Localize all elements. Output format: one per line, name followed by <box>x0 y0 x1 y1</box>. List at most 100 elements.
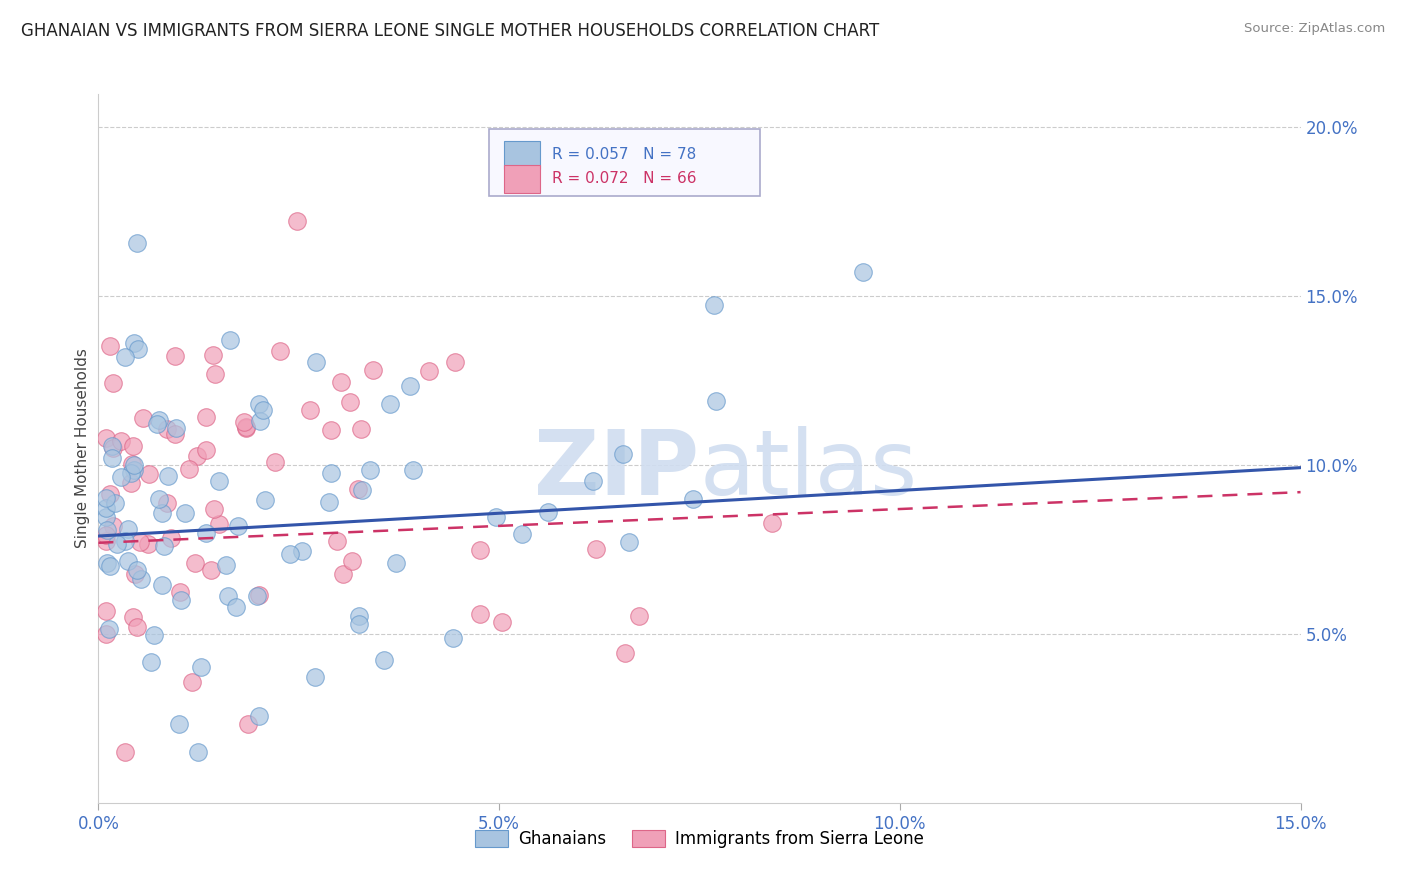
Ghanaians <box>278 548 301 562</box>
Immigrants from Sierra Leone <box>247 588 270 602</box>
Immigrants from Sierra Leone <box>235 420 257 434</box>
Ghanaians <box>373 653 395 667</box>
Immigrants from Sierra Leone <box>194 410 217 425</box>
Ghanaians <box>129 572 152 586</box>
Immigrants from Sierra Leone <box>125 620 148 634</box>
Ghanaians <box>612 446 634 460</box>
Immigrants from Sierra Leone <box>163 426 186 441</box>
Immigrants from Sierra Leone <box>613 646 636 660</box>
Immigrants from Sierra Leone <box>585 542 607 557</box>
Ghanaians <box>208 474 231 488</box>
Ghanaians <box>217 589 239 603</box>
Ghanaians <box>682 491 704 506</box>
Ghanaians <box>105 537 128 551</box>
Ghanaians <box>402 463 425 477</box>
Ghanaians <box>170 592 193 607</box>
Ghanaians <box>359 463 381 477</box>
FancyBboxPatch shape <box>503 141 540 169</box>
Ghanaians <box>385 557 408 571</box>
Ghanaians <box>350 483 373 497</box>
Ghanaians <box>187 745 209 759</box>
Immigrants from Sierra Leone <box>342 554 364 568</box>
Ghanaians <box>225 600 247 615</box>
Ghanaians <box>141 655 163 669</box>
Immigrants from Sierra Leone <box>339 395 361 409</box>
Immigrants from Sierra Leone <box>98 339 121 353</box>
Immigrants from Sierra Leone <box>325 533 347 548</box>
Immigrants from Sierra Leone <box>114 745 136 759</box>
Ghanaians <box>254 492 277 507</box>
Ghanaians <box>398 378 420 392</box>
Ghanaians <box>150 506 173 520</box>
Immigrants from Sierra Leone <box>169 585 191 599</box>
Ghanaians <box>378 397 401 411</box>
Ghanaians <box>582 474 605 488</box>
Ghanaians <box>249 414 271 428</box>
Immigrants from Sierra Leone <box>96 528 118 542</box>
Immigrants from Sierra Leone <box>98 487 121 501</box>
Immigrants from Sierra Leone <box>96 604 118 618</box>
Ghanaians <box>165 421 187 435</box>
Ghanaians <box>246 590 269 604</box>
Immigrants from Sierra Leone <box>121 610 143 624</box>
Text: R = 0.057   N = 78: R = 0.057 N = 78 <box>551 147 696 162</box>
Ghanaians <box>96 509 118 524</box>
Ghanaians <box>122 335 145 350</box>
Ghanaians <box>852 265 875 279</box>
Immigrants from Sierra Leone <box>136 537 159 551</box>
Immigrants from Sierra Leone <box>235 420 257 434</box>
Immigrants from Sierra Leone <box>491 615 513 630</box>
Ghanaians <box>319 467 342 481</box>
Immigrants from Sierra Leone <box>349 422 371 436</box>
Ghanaians <box>226 519 249 533</box>
Ghanaians <box>96 491 118 506</box>
Immigrants from Sierra Leone <box>332 567 354 582</box>
Immigrants from Sierra Leone <box>96 627 118 641</box>
Immigrants from Sierra Leone <box>160 531 183 545</box>
Immigrants from Sierra Leone <box>269 343 291 358</box>
Immigrants from Sierra Leone <box>121 439 143 453</box>
Ghanaians <box>190 660 212 674</box>
Immigrants from Sierra Leone <box>202 348 225 362</box>
Immigrants from Sierra Leone <box>96 431 118 445</box>
Ghanaians <box>117 522 139 536</box>
Immigrants from Sierra Leone <box>177 461 200 475</box>
Ghanaians <box>125 235 148 250</box>
Ghanaians <box>124 458 146 473</box>
Immigrants from Sierra Leone <box>186 449 208 463</box>
Immigrants from Sierra Leone <box>129 535 152 549</box>
Ghanaians <box>122 463 145 477</box>
Immigrants from Sierra Leone <box>101 519 124 533</box>
Ghanaians <box>291 544 314 558</box>
Ghanaians <box>167 716 190 731</box>
Ghanaians <box>98 622 121 636</box>
Immigrants from Sierra Leone <box>285 214 308 228</box>
Ghanaians <box>703 298 725 312</box>
Ghanaians <box>145 417 167 431</box>
Ghanaians <box>252 403 274 417</box>
FancyBboxPatch shape <box>503 165 540 194</box>
Ghanaians <box>101 450 124 465</box>
Immigrants from Sierra Leone <box>628 609 651 624</box>
Ghanaians <box>349 609 371 624</box>
Immigrants from Sierra Leone <box>468 607 491 621</box>
Immigrants from Sierra Leone <box>299 403 322 417</box>
Ghanaians <box>304 669 326 683</box>
Ghanaians <box>194 525 217 540</box>
Immigrants from Sierra Leone <box>363 363 385 377</box>
Immigrants from Sierra Leone <box>202 502 225 516</box>
Ghanaians <box>704 393 727 408</box>
Immigrants from Sierra Leone <box>443 355 465 369</box>
Immigrants from Sierra Leone <box>194 442 217 457</box>
Immigrants from Sierra Leone <box>208 517 231 532</box>
Ghanaians <box>114 534 136 549</box>
Ghanaians <box>110 470 132 484</box>
Ghanaians <box>247 709 270 723</box>
Immigrants from Sierra Leone <box>96 533 118 548</box>
Immigrants from Sierra Leone <box>184 556 207 570</box>
Immigrants from Sierra Leone <box>236 717 259 731</box>
Immigrants from Sierra Leone <box>180 675 202 690</box>
Ghanaians <box>484 510 506 524</box>
Text: atlas: atlas <box>699 425 918 514</box>
Ghanaians <box>120 467 142 481</box>
